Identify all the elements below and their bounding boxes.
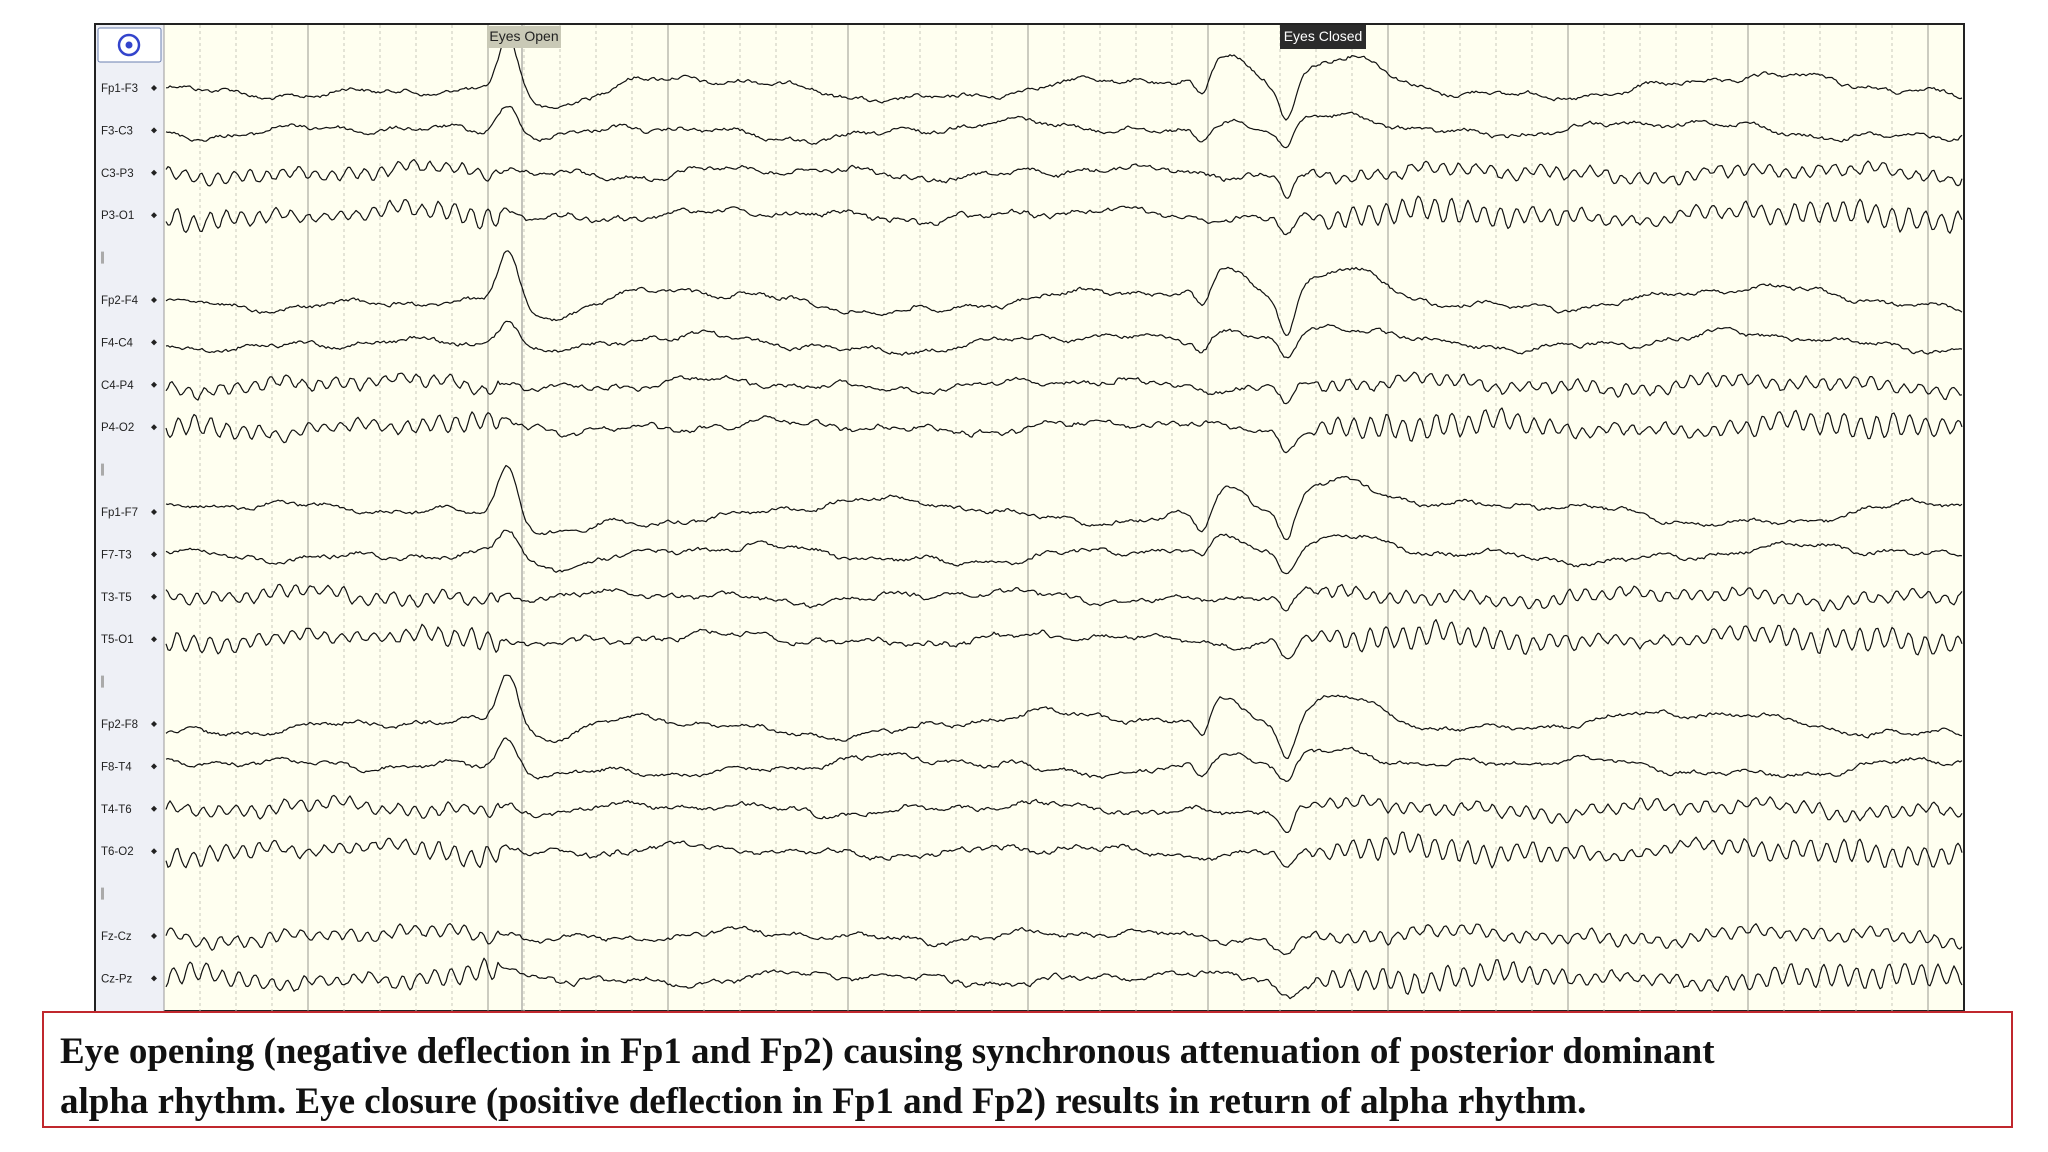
channel-label: T6-O2 [101,846,134,858]
channel-marker [151,339,157,346]
channel-label: Fz-Cz [101,931,132,943]
eeg-trace [165,105,1963,149]
group-separator [101,463,104,476]
channel-marker [151,212,157,219]
channel-label: Cz-Pz [101,973,133,985]
channel-marker [151,127,157,134]
group-separator [101,887,104,900]
channel-label: P4-O2 [101,422,134,434]
channel-marker [151,763,157,770]
channel-label: Fp1-F7 [101,507,138,519]
event-label: Eyes Closed [1284,28,1363,44]
channel-marker [151,933,157,939]
channel-label: T4-T6 [101,804,132,816]
channel-marker [151,805,157,812]
eeg-trace [165,737,1963,782]
eeg-trace [165,529,1963,575]
channel-label: C4-P4 [101,380,134,392]
label-column [96,25,164,1011]
eeg-trace [165,957,1963,1000]
caption-line: alpha rhythm. Eye closure (positive defl… [60,1081,1587,1122]
eeg-trace [165,923,1963,956]
event-marker: Eyes Closed [1280,25,1366,49]
channel-label: T3-T5 [101,592,132,604]
eeg-viewer: Fp1-F3 F3-C3 C3-P3 P3-O1 Fp2-F4 F4-C4 C4-P4 P4-… [94,23,1965,1011]
eeg-trace [165,37,1963,121]
eeg-trace [165,250,1963,336]
caption-box: Eye opening (negative deflection in Fp1 … [42,1011,2013,1128]
group-separator [101,251,104,264]
target-icon-dot [125,41,133,49]
channel-label: Fp2-F4 [101,295,139,307]
event-label: Eyes Open [489,28,558,44]
eeg-trace [165,831,1963,869]
channel-label: Fp2-F8 [101,719,138,731]
channel-marker [151,721,157,727]
channel-label: F7-T3 [101,549,132,561]
channel-marker [151,169,157,176]
channel-marker [151,848,157,855]
channel-label: F8-T4 [101,761,132,773]
eeg-trace [165,794,1963,833]
channel-marker [151,85,157,91]
channel-marker [151,975,157,982]
channel-marker [151,509,157,515]
eeg-trace [165,674,1963,760]
eeg-trace [165,583,1963,612]
channel-marker [151,297,157,303]
grid [199,25,1929,1011]
channel-label: Fp1-F3 [101,83,138,95]
eeg-trace [165,371,1963,405]
channel-marker [151,593,157,600]
channel-marker [151,381,157,388]
group-separator [101,675,104,688]
eeg-trace [165,195,1963,236]
event-marker: Eyes Open [487,26,561,48]
event-box [487,26,561,48]
channel-marker [151,636,157,643]
event-box [1280,25,1366,49]
caption-line: Eye opening (negative deflection in Fp1 … [60,1031,1715,1072]
channel-label: T5-O1 [101,634,134,646]
target-icon [117,33,141,57]
toolbar-button[interactable] [97,27,162,63]
plot-frame [94,23,1965,1011]
eeg-trace [165,619,1963,660]
channel-marker [151,551,157,558]
eeg-trace [165,158,1963,199]
channel-label: C3-P3 [101,168,134,180]
eeg-trace [165,407,1963,454]
eeg-trace [165,464,1963,541]
traces [165,37,1963,1000]
channel-marker [151,424,157,431]
channel-label: F4-C4 [101,337,134,349]
eeg-trace [165,320,1963,359]
channel-label: P3-O1 [101,210,134,222]
channel-labels: Fp1-F3 F3-C3 C3-P3 P3-O1 Fp2-F4 F4-C4 C4-P4 P4-… [101,83,157,985]
channel-label: F3-C3 [101,125,133,137]
